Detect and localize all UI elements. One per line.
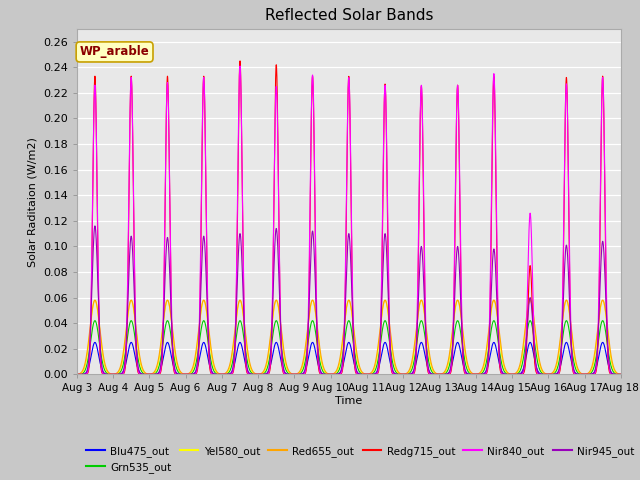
Title: Reflected Solar Bands: Reflected Solar Bands — [264, 9, 433, 24]
Legend: Blu475_out, Grn535_out, Yel580_out, Red655_out, Redg715_out, Nir840_out, Nir945_: Blu475_out, Grn535_out, Yel580_out, Red6… — [82, 442, 638, 477]
Y-axis label: Solar Raditaion (W/m2): Solar Raditaion (W/m2) — [28, 137, 37, 266]
Text: WP_arable: WP_arable — [80, 46, 150, 59]
X-axis label: Time: Time — [335, 396, 362, 406]
